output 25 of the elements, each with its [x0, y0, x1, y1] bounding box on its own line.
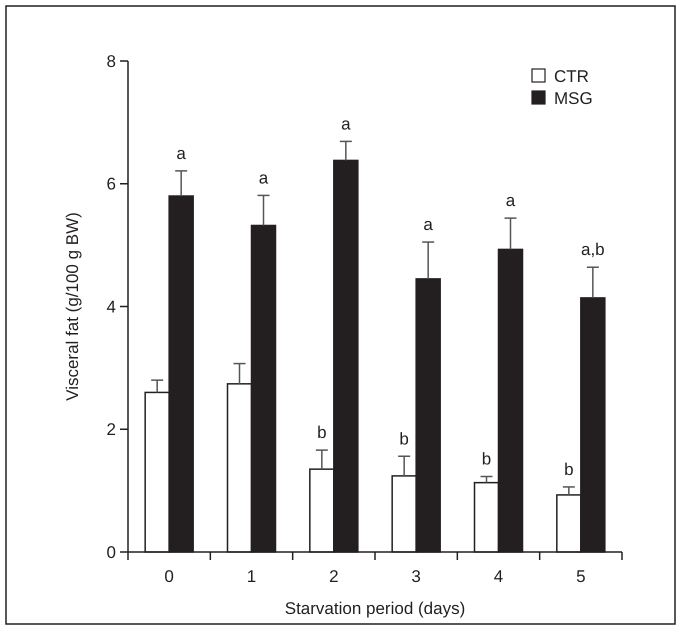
annotation: b	[399, 429, 409, 448]
x-tick-label: 3	[411, 567, 421, 586]
y-tick-label: 6	[106, 174, 116, 194]
annotation: b	[482, 450, 492, 469]
y-tick-label: 2	[106, 420, 116, 440]
y-tick-label: 4	[106, 297, 116, 316]
x-tick-label: 4	[494, 567, 504, 586]
annotation: a	[176, 144, 186, 163]
x-tick-label: 2	[329, 567, 339, 586]
y-tick-label: 0	[106, 542, 116, 562]
annotation: b	[317, 423, 327, 442]
x-tick-label: 0	[164, 567, 174, 586]
annotation: a	[258, 168, 269, 188]
legend-label: CTR	[554, 66, 589, 86]
y-axis-title: Visceral fat (g/100 g BW)	[63, 212, 82, 401]
legend-label: MSG	[554, 88, 593, 108]
annotation: a	[341, 114, 352, 134]
x-axis-title: Starvation period (days)	[284, 599, 466, 618]
y-tick-label: 8	[106, 52, 116, 71]
x-tick-label: 5	[576, 567, 586, 586]
annotation: a	[506, 191, 516, 210]
annotation: b	[564, 460, 574, 479]
x-tick-label: 1	[246, 567, 256, 586]
annotation: a,b	[581, 240, 605, 260]
annotation: a	[423, 215, 434, 234]
